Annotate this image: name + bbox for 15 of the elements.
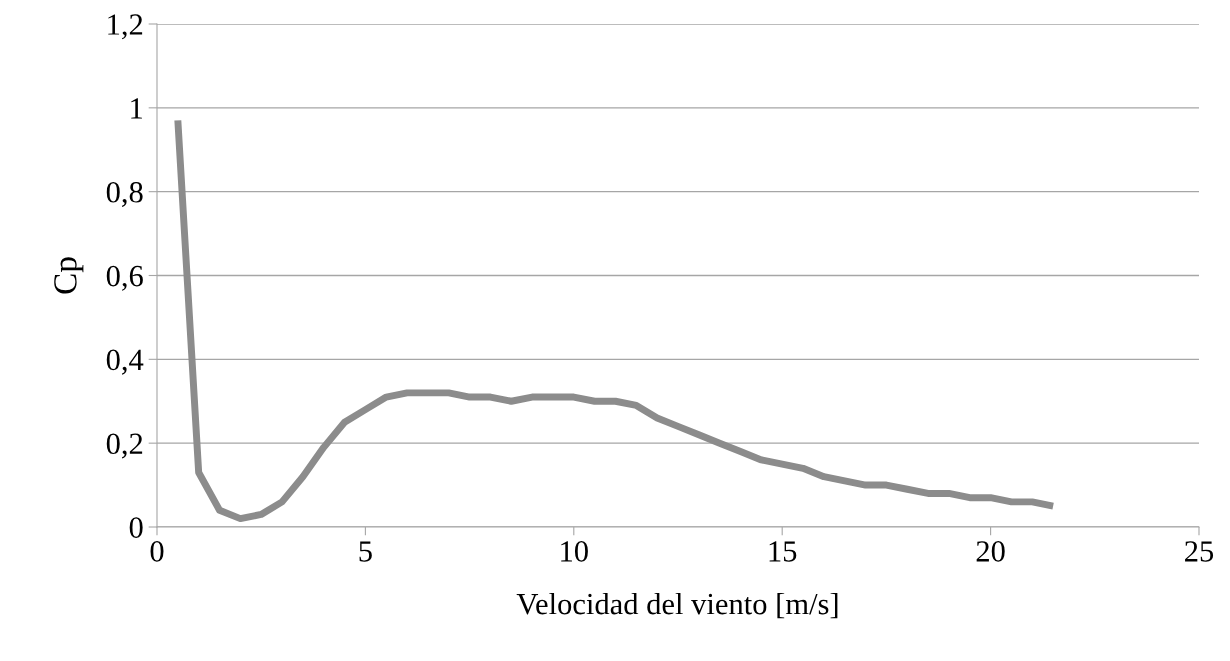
- x-axis-title: Velocidad del viento [m/s]: [516, 592, 838, 619]
- x-tick-label: 5: [359, 541, 372, 562]
- y-tick-label: 0: [129, 517, 143, 538]
- y-tick-label: 0,4: [106, 349, 144, 375]
- y-axis-title: Cp: [54, 257, 84, 294]
- y-tick-label: 0,8: [106, 181, 143, 207]
- x-tick-label: 25: [1185, 541, 1214, 562]
- x-tick-label: 20: [976, 541, 1005, 562]
- y-tick-label: 1: [131, 98, 142, 119]
- y-tick-label: 1,2: [108, 14, 143, 40]
- y-tick-label: 0,2: [106, 433, 143, 459]
- y-tick-label: 0,6: [106, 265, 143, 291]
- x-tick-label: 15: [769, 541, 797, 562]
- x-tick-label: 0: [150, 541, 164, 562]
- x-tick-label: 10: [561, 541, 588, 562]
